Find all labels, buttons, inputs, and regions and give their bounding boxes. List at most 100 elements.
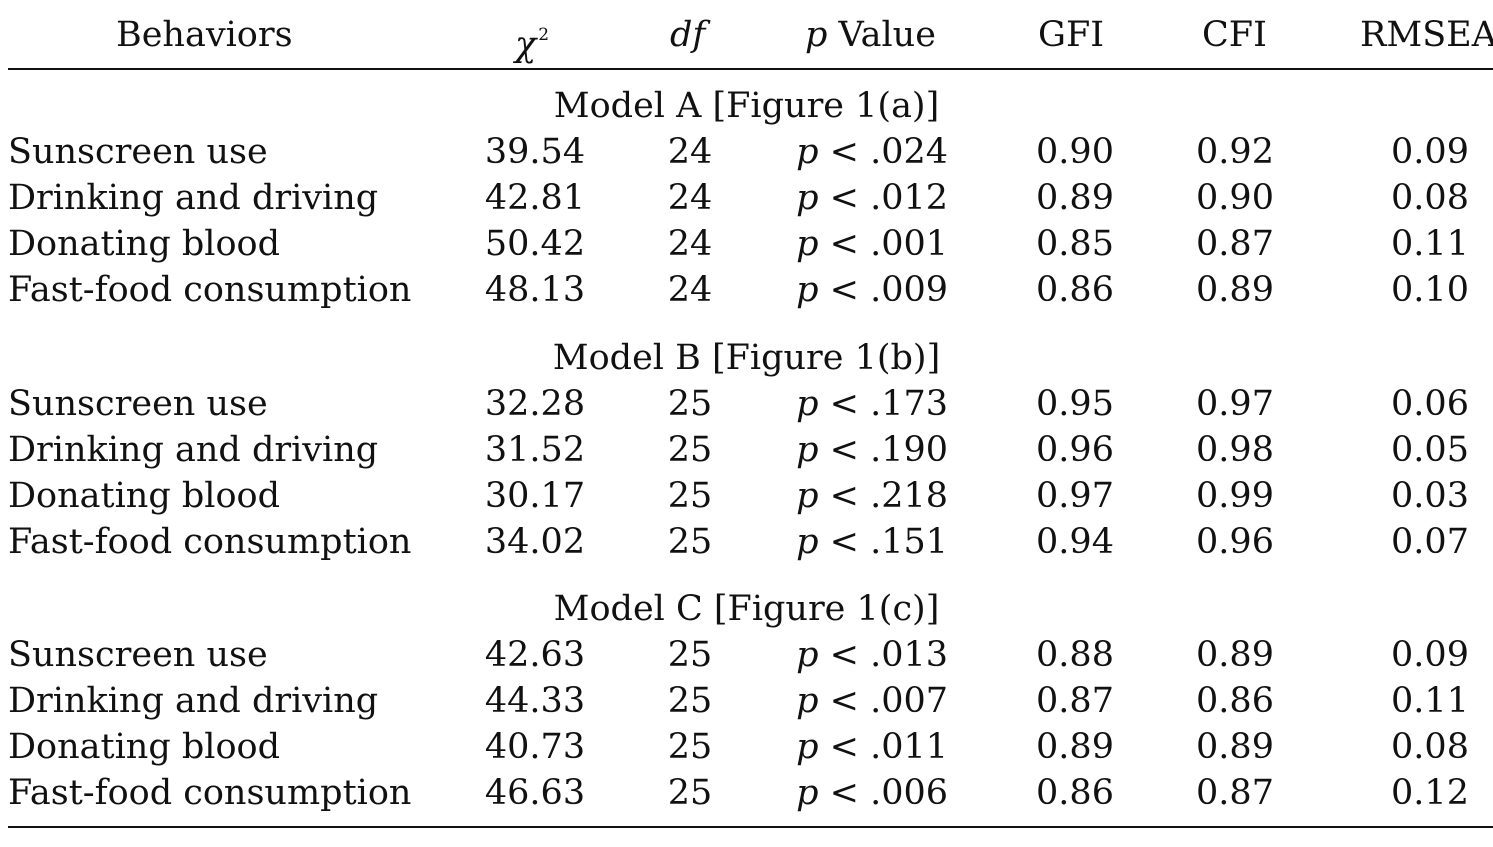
header-rule: [8, 68, 1493, 70]
p-value-cell: p < .013: [760, 632, 948, 678]
df-cell: 24: [667, 178, 713, 218]
gfi-cell: 0.85: [1036, 224, 1114, 264]
p-operator: <: [818, 522, 871, 562]
cfi-cell: 0.90: [1196, 178, 1274, 218]
gfi-cell: 0.90: [1036, 132, 1114, 172]
chi-square-cell: 48.13: [484, 270, 586, 310]
rmsea-cell: 0.03: [1391, 476, 1469, 516]
p-operator: <: [818, 727, 871, 767]
p-operator: <: [818, 178, 871, 218]
header-p-value: p Value: [805, 13, 936, 57]
p-symbol: p: [796, 681, 819, 721]
p-operator: <: [818, 224, 871, 264]
p-operator: <: [818, 476, 871, 516]
gfi-cell: 0.86: [1036, 773, 1114, 813]
df-cell: 25: [667, 681, 713, 721]
chi-square-cell: 39.54: [484, 132, 586, 172]
header-gfi: GFI: [1038, 15, 1105, 55]
chi-square-cell: 42.63: [484, 635, 586, 675]
p-symbol: p: [796, 270, 819, 310]
p-value-cell: p < .001: [760, 221, 948, 267]
behavior-cell: Donating blood: [8, 727, 281, 767]
gfi-cell: 0.97: [1036, 476, 1114, 516]
p-value: .007: [870, 681, 948, 721]
table-row: Donating blood 40.73 25 p < .011 0.89 0.89 0.0…: [0, 724, 1493, 770]
chi-square-cell: 34.02: [484, 522, 586, 562]
df-cell: 24: [667, 132, 713, 172]
table-row: Sunscreen use 42.63 25 p < .013 0.88 0.89 0.09: [0, 632, 1493, 678]
rmsea-cell: 0.11: [1391, 681, 1469, 721]
cfi-cell: 0.92: [1196, 132, 1274, 172]
chi-square-cell: 42.81: [484, 178, 586, 218]
rmsea-cell: 0.11: [1391, 224, 1469, 264]
df-cell: 25: [667, 773, 713, 813]
bottom-rule: [8, 826, 1493, 828]
gfi-cell: 0.88: [1036, 635, 1114, 675]
p-value-cell: p < .024: [760, 129, 948, 175]
rmsea-cell: 0.09: [1391, 635, 1469, 675]
cfi-cell: 0.89: [1196, 635, 1274, 675]
rmsea-cell: 0.10: [1391, 270, 1469, 310]
gfi-cell: 0.95: [1036, 384, 1114, 424]
header-behaviors: Behaviors: [116, 15, 293, 55]
p-symbol: p: [796, 522, 819, 562]
p-symbol: p: [796, 476, 819, 516]
gfi-cell: 0.89: [1036, 178, 1114, 218]
behavior-cell: Fast-food consumption: [8, 773, 412, 813]
p-symbol: p: [796, 773, 819, 813]
behavior-cell: Sunscreen use: [8, 635, 268, 675]
header-cfi: CFI: [1202, 15, 1267, 55]
table-row: Drinking and driving 31.52 25 p < .190 0.96 0…: [0, 427, 1493, 473]
chi-symbol: χ: [515, 25, 537, 65]
df-cell: 25: [667, 476, 713, 516]
p-symbol: p: [796, 132, 819, 172]
header-df: df: [670, 15, 706, 55]
gfi-cell: 0.94: [1036, 522, 1114, 562]
p-value: .013: [870, 635, 948, 675]
behavior-cell: Sunscreen use: [8, 132, 268, 172]
p-operator: <: [818, 430, 871, 470]
header-p-italic: p: [805, 15, 828, 55]
p-value: .024: [870, 132, 948, 172]
df-cell: 25: [667, 522, 713, 562]
p-value: .011: [870, 727, 948, 767]
p-value: .012: [870, 178, 948, 218]
p-symbol: p: [796, 727, 819, 767]
p-value: .009: [870, 270, 948, 310]
p-value: .006: [870, 773, 948, 813]
behavior-cell: Donating blood: [8, 476, 281, 516]
p-value-cell: p < .007: [760, 678, 948, 724]
table-row: Sunscreen use 39.54 24 p < .024 0.90 0.92 0.09: [0, 129, 1493, 175]
behavior-cell: Drinking and driving: [8, 178, 379, 218]
p-value: .190: [870, 430, 948, 470]
p-value: .173: [870, 384, 948, 424]
gfi-cell: 0.87: [1036, 681, 1114, 721]
gfi-cell: 0.86: [1036, 270, 1114, 310]
cfi-cell: 0.86: [1196, 681, 1274, 721]
p-operator: <: [818, 635, 871, 675]
behavior-cell: Sunscreen use: [8, 384, 268, 424]
chi-square-cell: 31.52: [484, 430, 586, 470]
rmsea-cell: 0.07: [1391, 522, 1469, 562]
behavior-cell: Fast-food consumption: [8, 522, 412, 562]
p-symbol: p: [796, 430, 819, 470]
chi-superscript: 2: [538, 25, 550, 45]
df-cell: 24: [667, 224, 713, 264]
table-row: Donating blood 30.17 25 p < .218 0.97 0.99 0.0…: [0, 473, 1493, 519]
gfi-cell: 0.89: [1036, 727, 1114, 767]
header-rmsea: RMSEA: [1360, 15, 1493, 55]
p-operator: <: [818, 270, 871, 310]
p-symbol: p: [796, 178, 819, 218]
p-value-cell: p < .151: [760, 519, 948, 565]
rmsea-cell: 0.06: [1391, 384, 1469, 424]
cfi-cell: 0.89: [1196, 270, 1274, 310]
section-title: Model C [Figure 1(c)]: [553, 589, 940, 629]
df-cell: 25: [667, 727, 713, 767]
p-value-cell: p < .173: [760, 381, 948, 427]
section-title: Model B [Figure 1(b)]: [552, 338, 941, 378]
behavior-cell: Drinking and driving: [8, 681, 379, 721]
cfi-cell: 0.87: [1196, 773, 1274, 813]
p-value: .151: [870, 522, 948, 562]
p-value-cell: p < .218: [760, 473, 948, 519]
